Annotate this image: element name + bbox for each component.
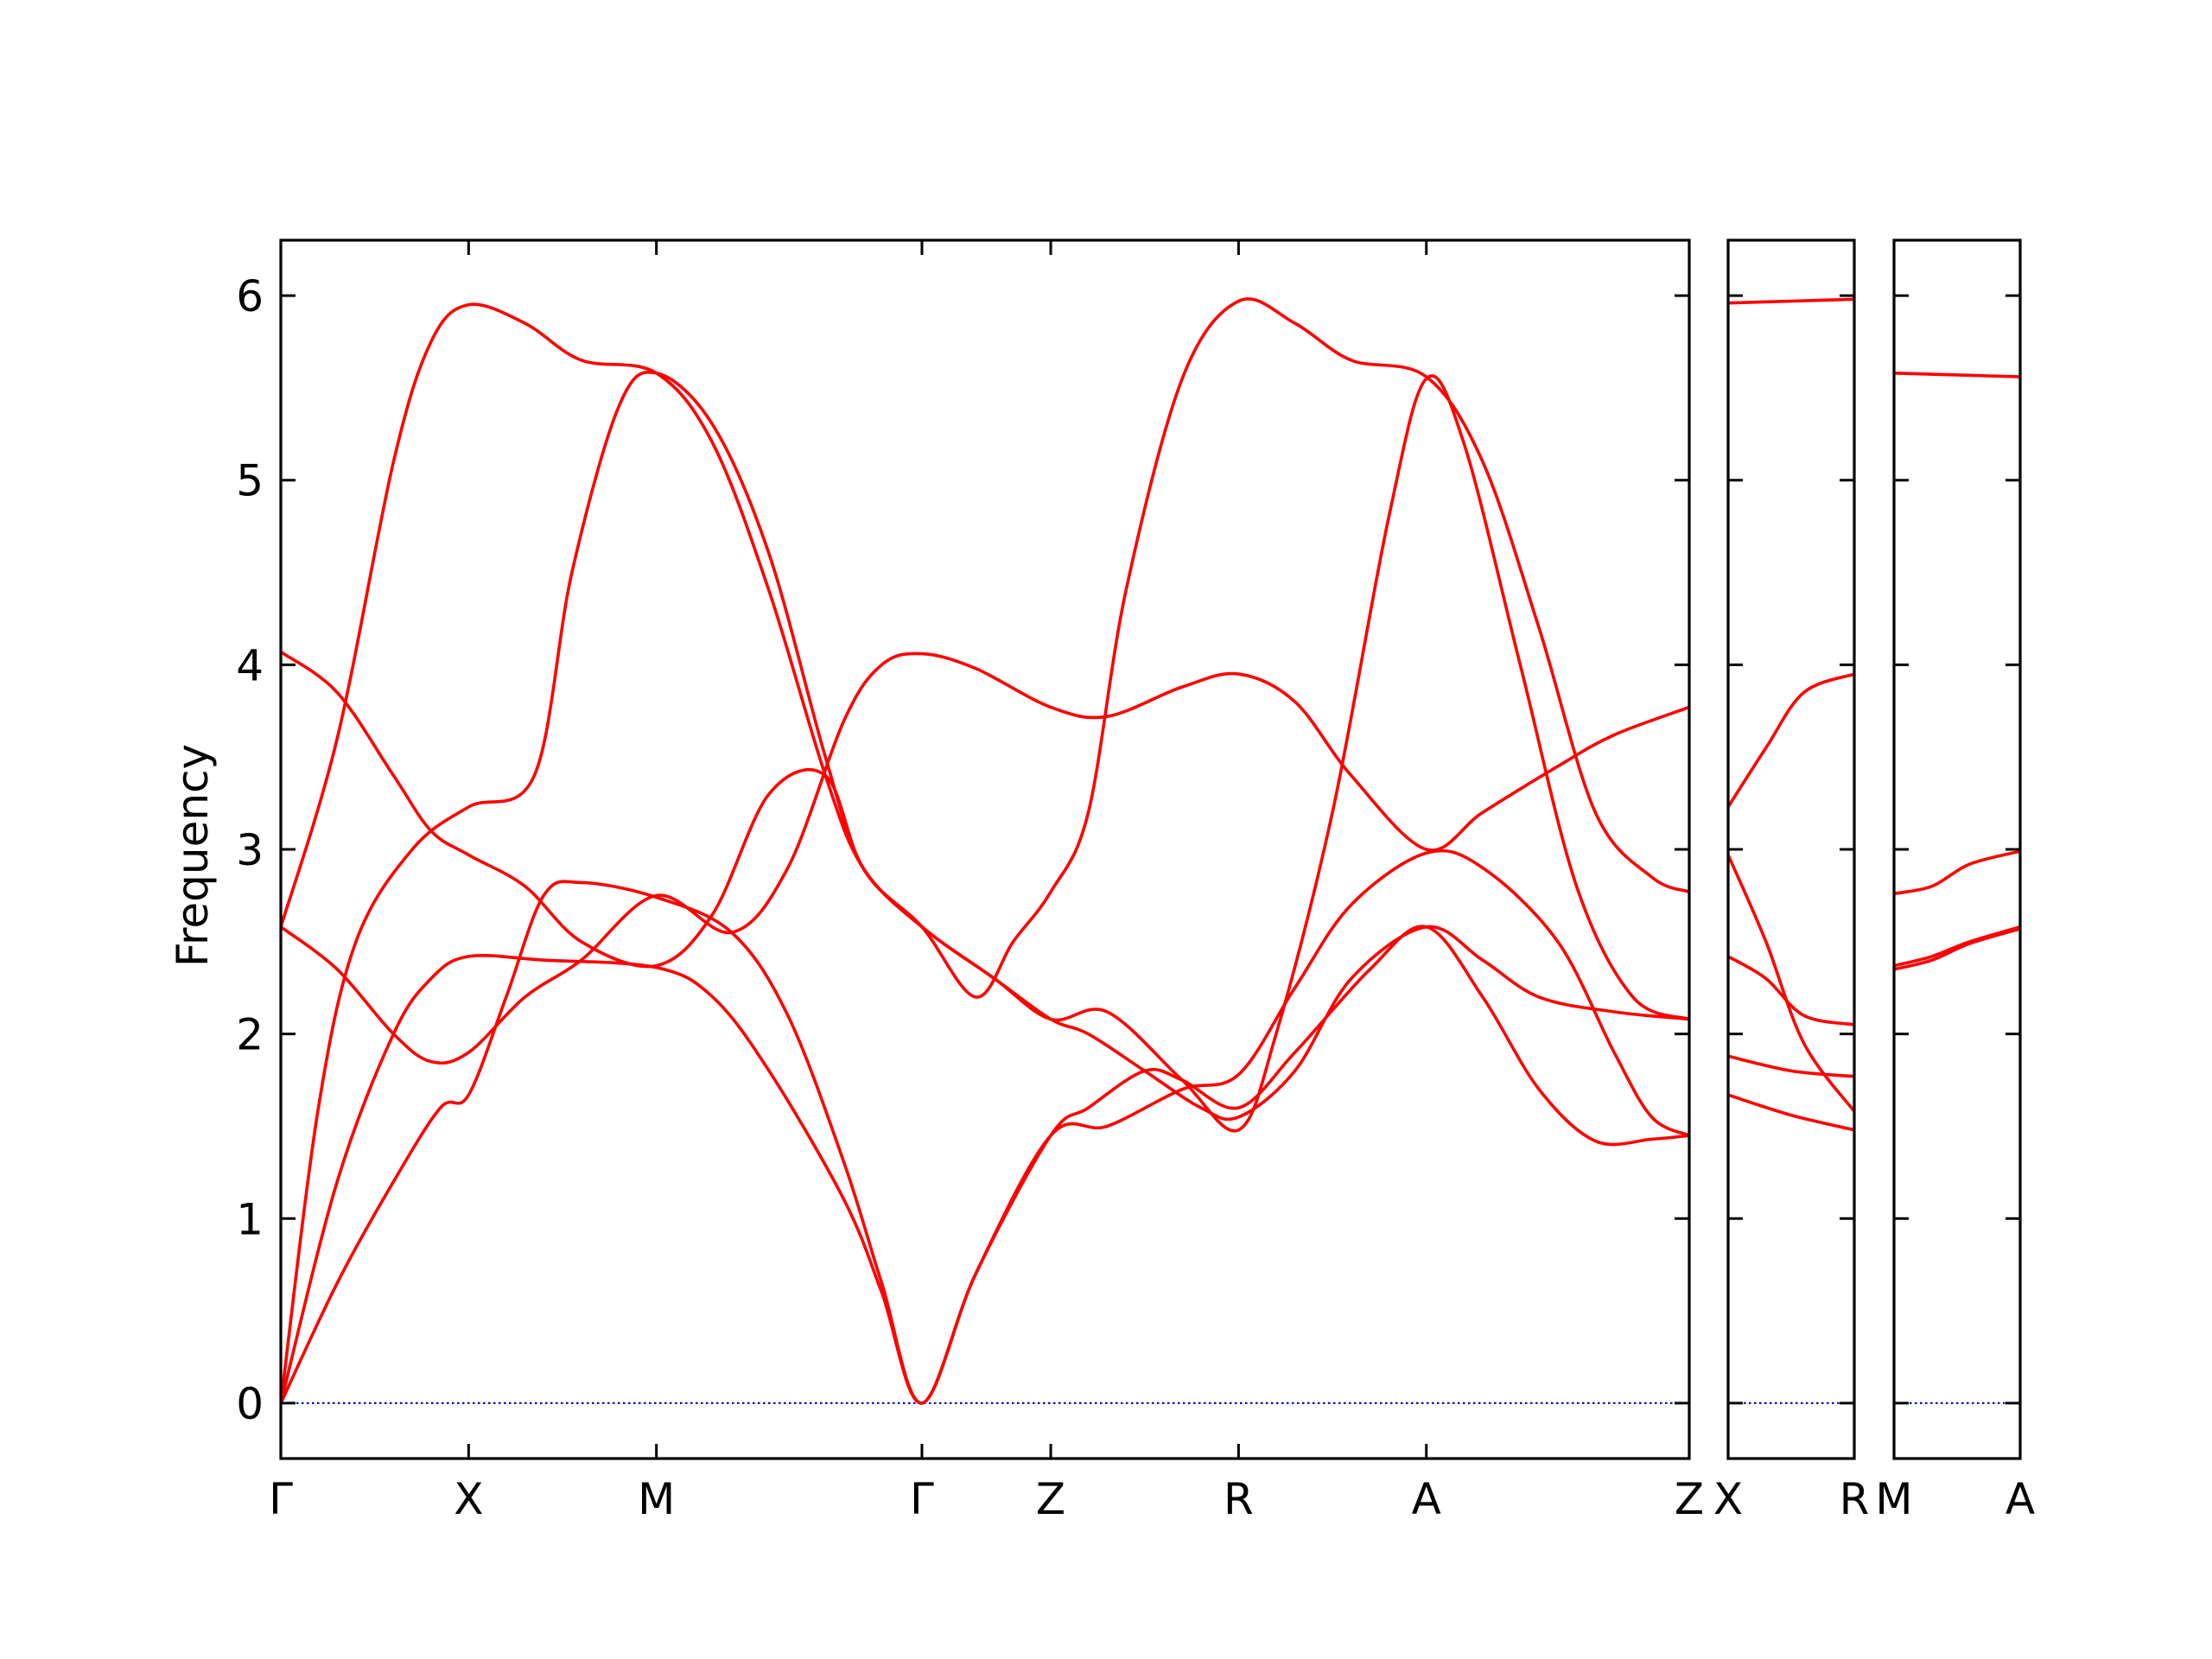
band-line-3	[281, 650, 1689, 1122]
x-tick-label: Z	[1036, 1474, 1065, 1524]
band-line-5	[1728, 1054, 1854, 1078]
x-tick-label: A	[2005, 1474, 2035, 1524]
band-line-4	[281, 849, 1689, 1405]
band-line-5	[281, 925, 1689, 1405]
y-tick-label: 3	[236, 825, 264, 875]
x-tick-label: Γ	[269, 1474, 293, 1524]
band-line-1	[1728, 297, 1854, 305]
panel-frame	[1726, 238, 1856, 1460]
band-line-2	[281, 652, 1689, 1065]
bands	[281, 297, 1689, 1405]
y-axis-label: Frequency	[168, 744, 218, 967]
y-tick-label: 4	[236, 640, 264, 690]
band-line-6	[281, 297, 1689, 1405]
x-tick-label: M	[638, 1474, 675, 1524]
panel-frame	[1892, 238, 2022, 1460]
band-line-2	[1894, 849, 2020, 896]
band-line-1	[281, 302, 1689, 1133]
band-line-4	[1894, 927, 2020, 971]
bands	[1728, 297, 1854, 1132]
y-tick-label: 2	[236, 1010, 264, 1060]
band-line-1	[1894, 372, 2020, 378]
y-tick-label: 1	[236, 1194, 264, 1244]
bands	[1894, 372, 2020, 971]
y-tick-labels: 0 1 2 3 4 5 6	[236, 271, 264, 1429]
band-line-4	[1728, 955, 1854, 1027]
y-tick-label: 0	[236, 1379, 264, 1429]
band-line-3	[1894, 925, 2020, 968]
x-tick-label: A	[1412, 1474, 1441, 1524]
x-tick-label: X	[454, 1474, 483, 1524]
x-tick-label: Z	[1675, 1474, 1704, 1524]
x-tick-label: M	[1875, 1474, 1912, 1524]
band-line-6	[1728, 1093, 1854, 1132]
x-tick-label: R	[1224, 1474, 1254, 1524]
x-tick-label: X	[1713, 1474, 1743, 1524]
band-line-2	[1728, 672, 1854, 809]
panel-frame	[279, 238, 1691, 1460]
y-tick-label: 5	[236, 456, 264, 506]
x-tick-label: Γ	[910, 1474, 934, 1524]
band-line-3	[1728, 853, 1854, 1114]
y-tick-label: 6	[236, 271, 264, 321]
x-tick-label: R	[1840, 1474, 1870, 1524]
